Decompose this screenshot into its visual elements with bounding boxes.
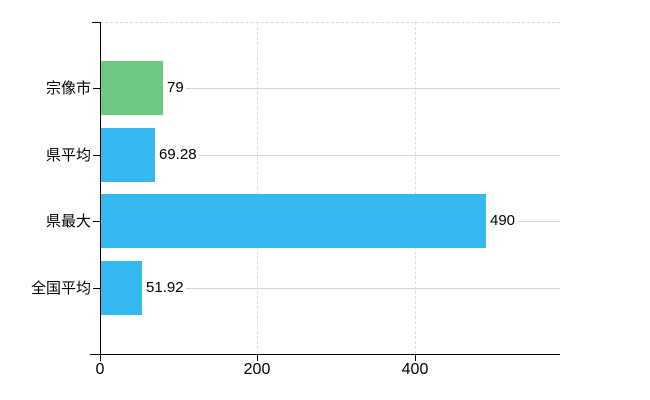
bar-2[interactable] <box>101 128 155 182</box>
bar-value-label: 490 <box>486 212 518 230</box>
y-axis-tick <box>93 88 100 89</box>
category-label: 県最大 <box>45 213 91 230</box>
y-axis-tick <box>93 221 100 222</box>
gridline-vertical <box>415 22 416 354</box>
category-label: 宗像市 <box>45 80 91 97</box>
y-axis-top-tick <box>92 22 100 23</box>
y-axis-tick <box>93 288 100 289</box>
x-axis-tick <box>100 355 101 361</box>
bar-3[interactable] <box>101 194 486 248</box>
y-axis <box>100 22 101 355</box>
bar-1[interactable] <box>101 61 163 115</box>
gridline-vertical <box>257 22 258 354</box>
bar-value-label: 69.28 <box>155 146 199 164</box>
x-tick-label: 0 <box>95 361 105 378</box>
gridline-horizontal <box>100 88 560 89</box>
x-axis-tick <box>415 355 416 361</box>
bar-4[interactable] <box>101 261 142 315</box>
bar-value-label: 79 <box>163 79 186 97</box>
category-label: 県平均 <box>45 147 91 164</box>
category-label: 全国平均 <box>30 280 91 297</box>
y-axis-tick <box>93 155 100 156</box>
x-axis-tick <box>257 355 258 361</box>
plot-top-border <box>100 22 560 23</box>
gridline-horizontal <box>100 155 560 156</box>
x-tick-label: 400 <box>401 361 429 378</box>
x-tick-label: 200 <box>243 361 271 378</box>
bar-value-label: 51.92 <box>142 279 186 297</box>
x-axis <box>90 354 560 355</box>
gridline-horizontal <box>100 288 560 289</box>
